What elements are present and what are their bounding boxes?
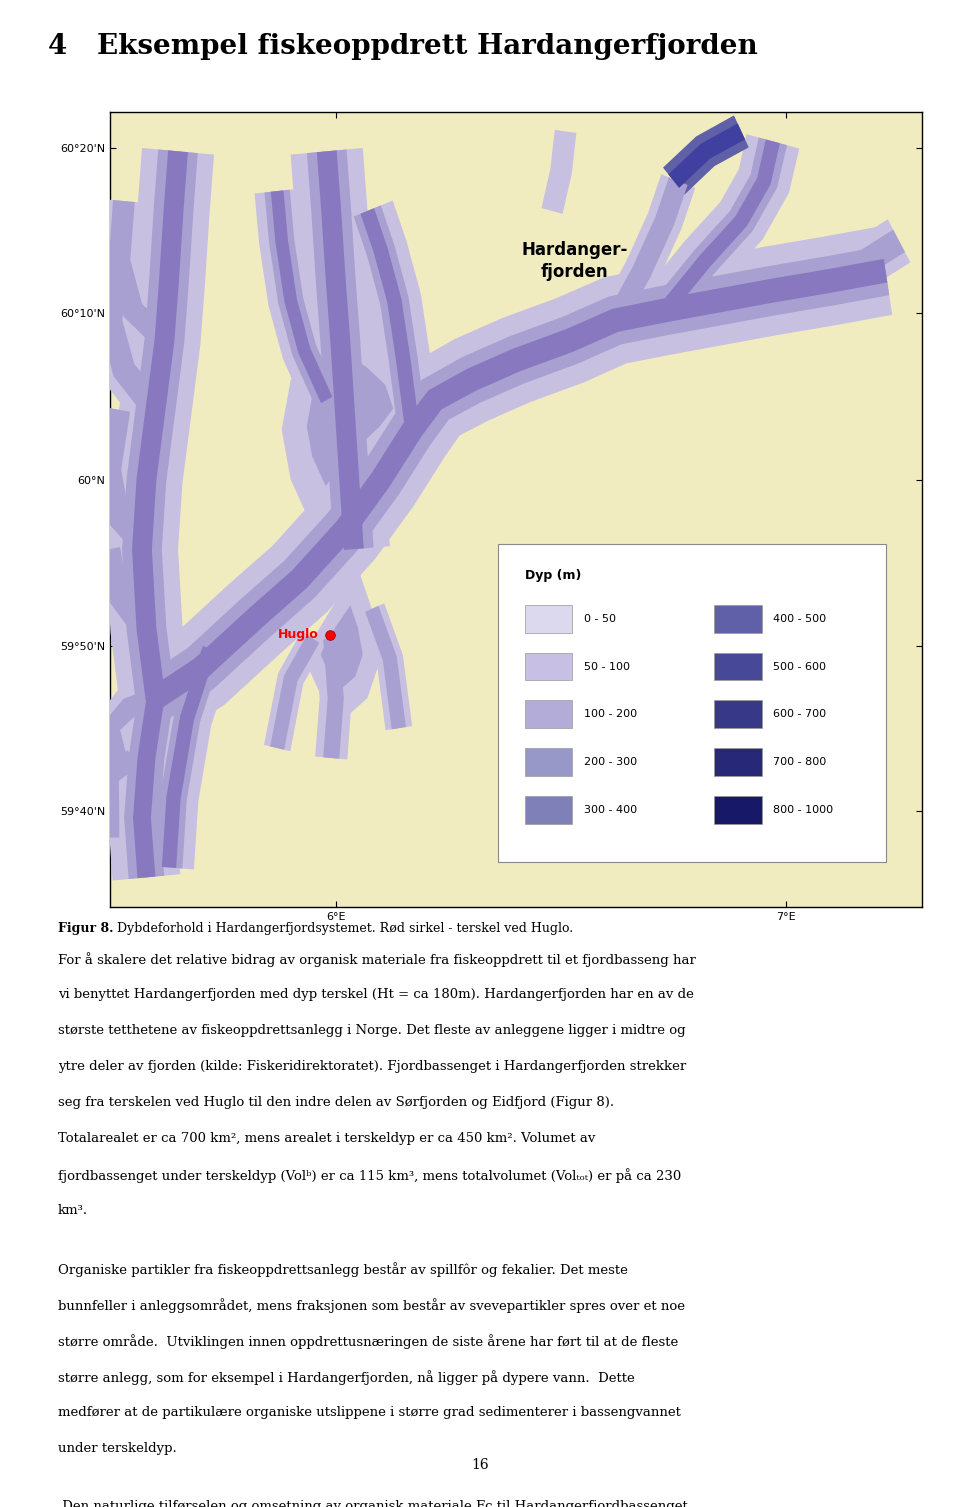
Polygon shape [264, 631, 324, 750]
Text: ytre deler av fjorden (kilde: Fiskeridirektoratet). Fjordbassenget i Hardangerfj: ytre deler av fjorden (kilde: Fiskeridir… [58, 1059, 685, 1073]
Text: Dyp (m): Dyp (m) [525, 570, 582, 582]
Polygon shape [106, 148, 214, 704]
Text: 800 - 1000: 800 - 1000 [773, 805, 833, 815]
Polygon shape [821, 219, 910, 303]
Polygon shape [91, 678, 161, 773]
Polygon shape [99, 259, 164, 419]
Text: Huglo: Huglo [278, 628, 319, 640]
Text: medfører at de partikulære organiske utslippene i større grad sedimenterer i bas: medfører at de partikulære organiske uts… [58, 1406, 681, 1420]
Polygon shape [150, 259, 887, 708]
Text: fjordbassenget under terskeldyp (Volᵇ) er ca 115 km³, mens totalvolumet (Volₜₒₜ): fjordbassenget under terskeldyp (Volᵇ) e… [58, 1168, 681, 1183]
Bar [714, 701, 761, 728]
Polygon shape [342, 200, 440, 434]
Polygon shape [144, 246, 889, 720]
Text: Dybdeforhold i Hardangerfjordsystemet. Rød sirkel - terskel ved Huglo.: Dybdeforhold i Hardangerfjordsystemet. R… [112, 922, 573, 934]
Polygon shape [133, 696, 164, 879]
Bar [525, 653, 572, 681]
Polygon shape [353, 205, 426, 433]
Polygon shape [304, 570, 381, 719]
Polygon shape [156, 643, 222, 868]
Polygon shape [307, 354, 394, 487]
Polygon shape [90, 407, 160, 565]
Bar [714, 604, 761, 633]
Text: 50 - 100: 50 - 100 [584, 662, 630, 672]
Polygon shape [315, 637, 352, 760]
Polygon shape [359, 603, 412, 731]
Text: vi benyttet Hardangerfjorden med dyp terskel (Ht = ca 180m). Hardangerfjorden ha: vi benyttet Hardangerfjorden med dyp ter… [58, 989, 693, 1001]
Polygon shape [607, 178, 687, 326]
Polygon shape [162, 647, 216, 868]
Text: 400 - 500: 400 - 500 [773, 613, 826, 624]
Polygon shape [660, 140, 780, 316]
Text: 300 - 400: 300 - 400 [584, 805, 636, 815]
Polygon shape [132, 151, 188, 699]
Text: 4: 4 [48, 33, 67, 60]
Text: 500 - 600: 500 - 600 [773, 662, 826, 672]
Polygon shape [124, 695, 173, 879]
Text: bunnfeller i anleggsområdet, mens fraksjonen som består av svevepartikler spres : bunnfeller i anleggsområdet, mens fraksj… [58, 1298, 684, 1313]
Polygon shape [361, 208, 420, 431]
Text: under terskeldyp.: under terskeldyp. [58, 1442, 177, 1456]
Text: 0 - 50: 0 - 50 [584, 613, 615, 624]
Polygon shape [663, 116, 749, 194]
Polygon shape [307, 149, 373, 550]
Text: Den naturlige tilførselen og omsetning av organisk materiale Fc til Hardangerfjo: Den naturlige tilførselen og omsetning a… [58, 1499, 687, 1507]
Polygon shape [87, 256, 173, 426]
Text: Organiske partikler fra fiskeoppdrettsanlegg består av spillfôr og fekalier. Det: Organiske partikler fra fiskeoppdrettsan… [58, 1261, 628, 1276]
Polygon shape [317, 151, 364, 550]
Text: 100 - 200: 100 - 200 [584, 710, 636, 719]
Bar [714, 796, 761, 824]
Polygon shape [654, 137, 787, 321]
Polygon shape [100, 199, 178, 357]
Polygon shape [365, 606, 406, 729]
Text: seg fra terskelen ved Huglo til den indre delen av Sørfjorden og Eidfjord (Figur: seg fra terskelen ved Huglo til den indr… [58, 1096, 613, 1109]
Polygon shape [321, 606, 363, 687]
Polygon shape [122, 149, 198, 701]
Text: Figur 8.: Figur 8. [58, 922, 113, 934]
Polygon shape [93, 546, 156, 642]
Polygon shape [108, 692, 189, 880]
Polygon shape [102, 750, 138, 838]
Bar [498, 544, 885, 862]
Polygon shape [644, 134, 800, 330]
Polygon shape [265, 190, 338, 407]
Polygon shape [827, 229, 905, 292]
Polygon shape [101, 547, 150, 636]
Text: km³.: km³. [58, 1204, 87, 1218]
Text: 200 - 300: 200 - 300 [584, 757, 636, 767]
Polygon shape [668, 124, 745, 188]
Text: Hardanger-
fjorden: Hardanger- fjorden [521, 241, 628, 280]
Polygon shape [100, 408, 155, 558]
Polygon shape [281, 310, 426, 529]
Polygon shape [144, 639, 233, 870]
Polygon shape [134, 226, 892, 737]
Text: største tetthetene av fiskeoppdrettsanlegg i Norge. Det fleste av anleggene ligg: største tetthetene av fiskeoppdrettsanle… [58, 1023, 685, 1037]
Polygon shape [271, 190, 332, 402]
Bar [714, 653, 761, 681]
Bar [525, 796, 572, 824]
Polygon shape [600, 175, 695, 330]
Polygon shape [541, 130, 576, 214]
Text: For å skalere det relative bidrag av organisk materiale fra fiskeoppdrett til et: For å skalere det relative bidrag av org… [58, 952, 695, 966]
Text: 700 - 800: 700 - 800 [773, 757, 827, 767]
Polygon shape [92, 743, 144, 838]
Text: større område.  Utviklingen innen oppdrettusnæringen de siste årene har ført til: større område. Utviklingen innen oppdret… [58, 1334, 678, 1349]
Polygon shape [108, 200, 172, 350]
Polygon shape [270, 634, 320, 750]
Bar [525, 747, 572, 776]
Polygon shape [101, 689, 158, 770]
Text: Eksempel fiskeoppdrett Hardangerfjorden: Eksempel fiskeoppdrett Hardangerfjorden [97, 33, 757, 60]
Text: større anlegg, som for eksempel i Hardangerfjorden, nå ligger på dypere vann.  D: større anlegg, som for eksempel i Hardan… [58, 1370, 635, 1385]
Polygon shape [254, 188, 347, 411]
Text: 16: 16 [471, 1457, 489, 1472]
Polygon shape [291, 148, 390, 552]
Text: Totalarealet er ca 700 km², mens arealet i terskeldyp er ca 450 km². Volumet av: Totalarealet er ca 700 km², mens arealet… [58, 1132, 595, 1145]
Bar [714, 747, 761, 776]
Bar [525, 701, 572, 728]
Text: 600 - 700: 600 - 700 [773, 710, 826, 719]
Polygon shape [324, 637, 344, 758]
Bar [525, 604, 572, 633]
